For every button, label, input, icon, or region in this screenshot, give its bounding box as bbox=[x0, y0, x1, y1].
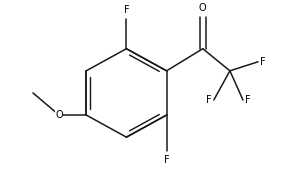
Text: F: F bbox=[124, 5, 129, 15]
Text: F: F bbox=[206, 95, 212, 105]
Text: F: F bbox=[245, 95, 251, 105]
Text: F: F bbox=[164, 155, 169, 165]
Text: F: F bbox=[260, 57, 266, 67]
Text: O: O bbox=[199, 3, 207, 13]
Text: O: O bbox=[55, 110, 63, 120]
